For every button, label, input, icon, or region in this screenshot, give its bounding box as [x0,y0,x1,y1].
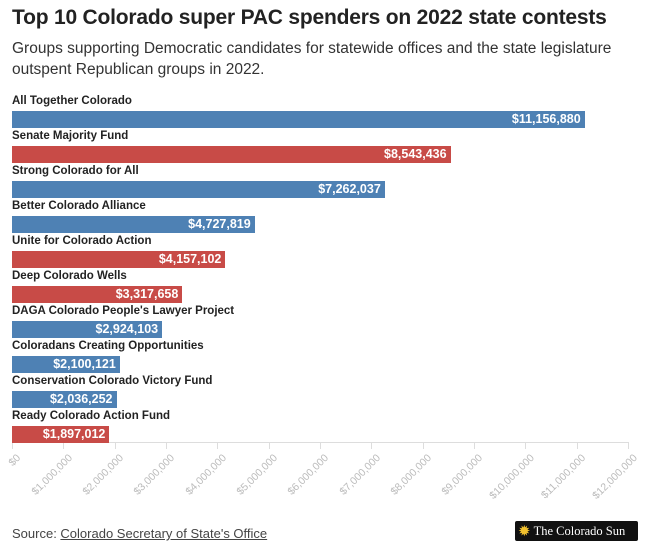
x-tick [371,443,373,449]
x-tick [268,443,270,449]
value-label: $8,543,436 [384,147,447,161]
category-label: DAGA Colorado People's Lawyer Project [12,305,235,317]
x-tick-label: $9,000,000 [439,452,486,498]
bar: $2,924,103 [12,321,163,338]
category-label: All Together Colorado [12,95,132,107]
x-tick-label: $10,000,000 [487,452,537,502]
x-tick [114,443,116,449]
source-note: Source: Colorado Secretary of State's Of… [12,526,267,541]
x-tick [628,443,629,449]
x-tick-label: $11,000,000 [538,452,589,502]
bar: $3,317,658 [12,286,183,303]
logo-text: The Colorado Sun [533,523,626,538]
x-tick-label: $1,000,000 [29,452,75,498]
value-label: $2,100,121 [53,357,116,371]
source-link[interactable]: Colorado Secretary of State's Office [60,526,268,541]
x-tick-label: $7,000,000 [337,452,383,498]
value-label: $4,727,819 [188,217,251,231]
chart-title: Top 10 Colorado super PAC spenders on 20… [12,6,607,29]
value-label: $2,036,252 [49,392,113,406]
chart-subtitle: Groups supporting Democratic candidates … [12,40,612,78]
value-label: $7,262,037 [318,182,381,196]
category-label: Ready Colorado Action Fund [12,410,171,422]
bar: $2,036,252 [12,391,117,408]
x-tick [474,443,475,449]
value-label: $3,317,658 [115,287,179,301]
x-tick [166,443,167,449]
category-label: Strong Colorado for All [12,165,139,177]
x-tick [63,443,65,449]
x-tick-label: $5,000,000 [234,452,281,498]
category-label: Senate Majority Fund [12,130,129,142]
bar: $11,156,880 [12,111,585,128]
x-tick [12,443,13,449]
x-tick-label: $0 [6,452,24,469]
value-label: $4,157,102 [158,252,222,266]
category-label: Deep Colorado Wells [12,270,127,282]
value-label: $2,924,103 [95,322,159,336]
bar: $8,543,436 [12,146,451,163]
colorado-sun-logo[interactable]: ✹ The Colorado Sun [515,521,638,541]
category-label: Unite for Colorado Action [12,235,152,247]
x-tick-label: $2,000,000 [80,452,127,498]
category-label: Conservation Colorado Victory Fund [12,375,213,387]
x-tick-label: $4,000,000 [183,452,229,498]
value-label: $11,156,880 [511,112,581,126]
sun-icon: ✹ [518,523,531,540]
source-prefix: Source: [12,526,61,541]
category-label: Coloradans Creating Opportunities [12,340,204,352]
bar: $1,897,012 [12,426,110,443]
bar: $4,157,102 [12,251,226,268]
x-tick-label: $8,000,000 [388,452,435,498]
x-tick-label: $3,000,000 [131,452,178,498]
bar: $7,262,037 [12,181,385,198]
value-label: $1,897,012 [42,427,106,441]
x-tick [525,443,527,449]
bar-chart: All Together Colorado $11,156,880 Senate M… [6,95,640,502]
x-tick [320,443,321,449]
category-label: Better Colorado Alliance [12,200,146,212]
x-tick [217,443,219,449]
bar: $2,100,121 [12,356,120,373]
x-tick-label: $6,000,000 [285,452,332,498]
x-tick [422,443,424,449]
x-tick [576,443,578,449]
bar: $4,727,819 [12,216,255,233]
x-axis-line [12,442,629,443]
x-tick-label: $12,000,000 [589,452,640,502]
